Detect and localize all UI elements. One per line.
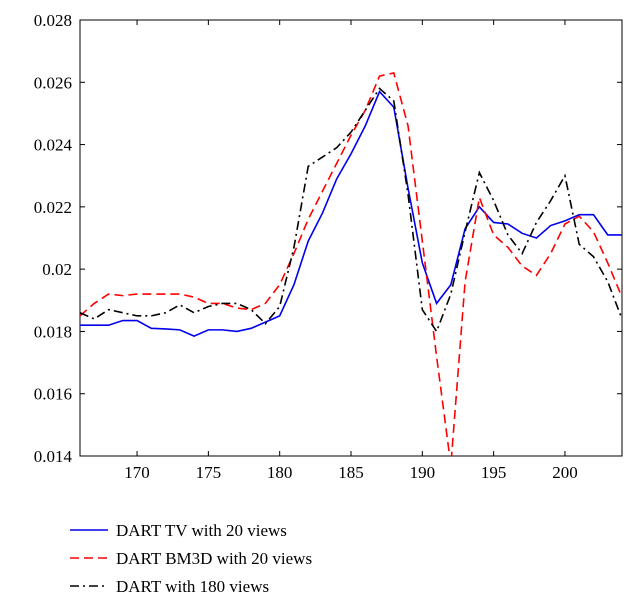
x-tick-label: 185 [338,463,364,482]
x-tick-label: 170 [124,463,150,482]
series-lines [80,71,622,456]
legend-label-2: DART BM3D with 20 views [116,549,312,568]
y-tick-label: 0.016 [34,385,72,404]
series-line-2 [80,71,622,456]
series-line-3 [80,87,622,334]
legend-label-3: DART with 180 views [116,577,269,596]
x-tick-label: 180 [267,463,293,482]
plot-frame [79,19,623,457]
plot-area [79,19,623,457]
y-tick-label: 0.026 [34,73,72,92]
y-tick-label: 0.014 [34,447,73,466]
y-tick-label: 0.028 [34,11,72,30]
y-tick-label: 0.022 [34,198,72,217]
x-axis-ticks: 170 175 180 185 190 195 200 [124,20,578,482]
y-tick-label: 0.018 [34,322,72,341]
x-tick-label: 195 [481,463,507,482]
y-axis-ticks: 0.014 0.016 0.018 0.02 0.022 0.024 0.026 0.028 [34,11,622,466]
legend: DART TV with 20 views DART BM3D with 20 v… [70,521,312,596]
y-tick-label: 0.02 [42,260,72,279]
y-tick-label: 0.024 [34,136,73,155]
x-tick-label: 200 [552,463,578,482]
x-tick-label: 175 [196,463,222,482]
x-tick-label: 190 [410,463,436,482]
series-line-1 [80,90,622,337]
legend-label-1: DART TV with 20 views [116,521,287,540]
